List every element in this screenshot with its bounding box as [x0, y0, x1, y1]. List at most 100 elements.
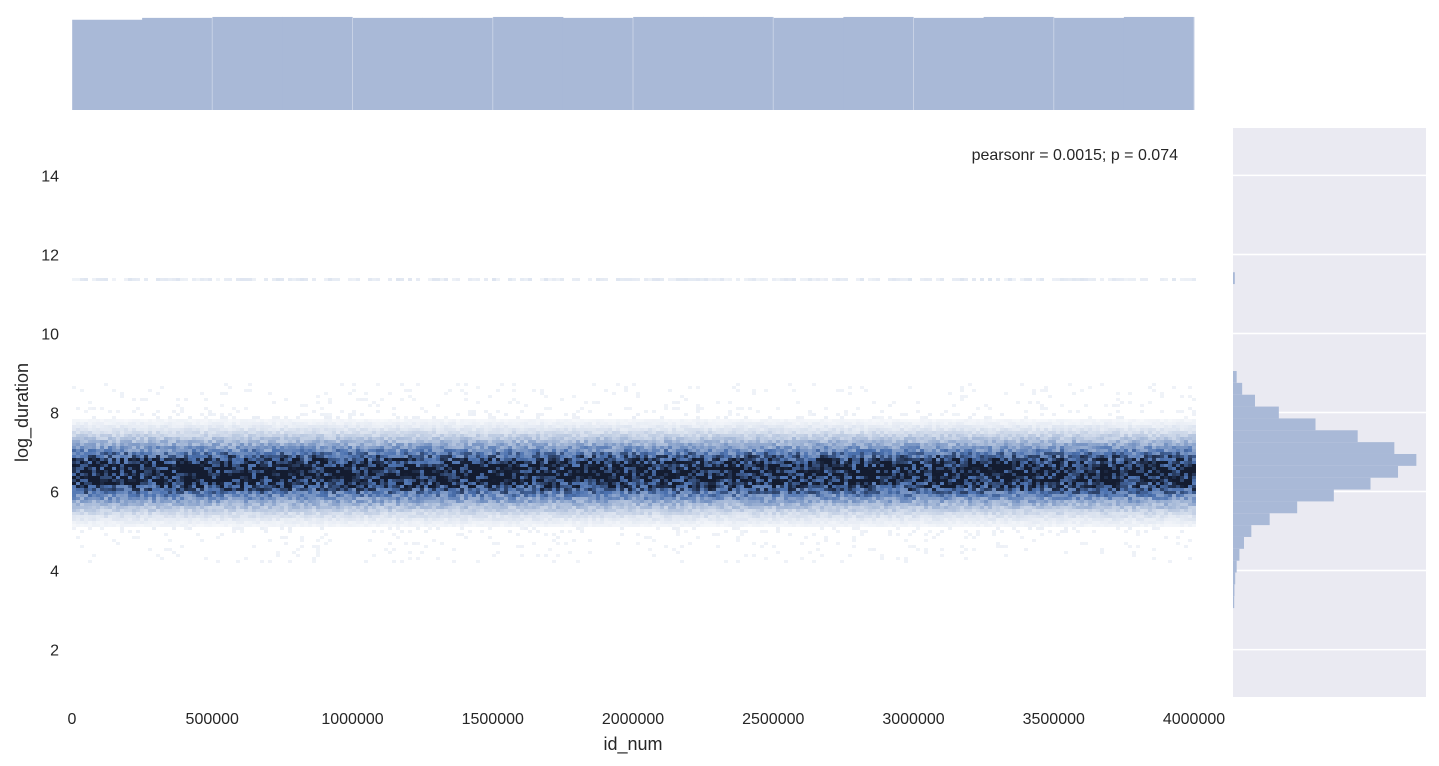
hexbin-cell: [732, 425, 736, 428]
hexbin-cell: [324, 443, 328, 446]
hexbin-cell: [228, 449, 232, 452]
hexbin-cell: [1188, 434, 1192, 437]
hexbin-cell: [620, 455, 624, 458]
hexbin-cell: [444, 449, 448, 452]
hexbin-cell: [248, 431, 252, 434]
hexbin-cell: [740, 446, 744, 449]
hexbin-cell: [188, 449, 192, 452]
hexbin-cell: [400, 431, 404, 434]
hexbin-cell: [960, 278, 964, 281]
hexbin-cell: [172, 422, 176, 425]
hexbin-cell: [776, 419, 780, 422]
hexbin-cell: [104, 449, 108, 452]
hexbin-cell: [232, 455, 236, 458]
hexbin-cell: [192, 425, 196, 428]
hexbin-cell: [1080, 458, 1084, 461]
hexbin-cell: [912, 437, 916, 440]
hexbin-cell: [408, 389, 412, 392]
hexbin-cell: [456, 461, 460, 464]
hexbin-cell: [544, 278, 548, 281]
hexbin-cell: [404, 434, 408, 437]
hexbin-cell: [728, 410, 732, 413]
hexbin-cell: [1104, 449, 1108, 452]
hexbin-cell: [1128, 425, 1132, 428]
hexbin-cell: [728, 431, 732, 434]
top-histogram-bar: [1123, 16, 1195, 110]
hexbin-cell: [488, 428, 492, 431]
hexbin-cell: [1168, 440, 1172, 443]
hexbin-cell: [840, 437, 844, 440]
hexbin-cell: [1084, 452, 1088, 455]
hexbin-cell: [312, 437, 316, 440]
hexbin-cell: [740, 452, 744, 455]
hexbin-cell: [376, 419, 380, 422]
hexbin-cell: [540, 413, 544, 416]
hexbin-cell: [616, 461, 620, 464]
hexbin-cell: [224, 443, 228, 446]
hexbin-cell: [744, 437, 748, 440]
hexbin-cell: [904, 446, 908, 449]
hexbin-cell: [680, 452, 684, 455]
hexbin-cell: [1032, 419, 1036, 422]
hexbin-cell: [656, 278, 660, 281]
hexbin-cell: [212, 452, 216, 455]
hexbin-cell: [112, 464, 116, 467]
hexbin-cell: [668, 461, 672, 464]
hexbin-cell: [96, 449, 100, 452]
hexbin-cell: [912, 455, 916, 458]
hexbin-cell: [428, 437, 432, 440]
hexbin-cell: [1068, 455, 1072, 458]
hexbin-cell: [1048, 461, 1052, 464]
hexbin-cell: [892, 428, 896, 431]
hexbin-cell: [380, 461, 384, 464]
hexbin-cell: [1028, 278, 1032, 281]
hexbin-cell: [400, 437, 404, 440]
hexbin-cell: [1076, 278, 1080, 281]
hexbin-cell: [844, 455, 848, 458]
hexbin-cell: [1124, 452, 1128, 455]
hexbin-cell: [392, 455, 396, 458]
hexbin-cell: [416, 419, 420, 422]
hexbin-cell: [928, 440, 932, 443]
hexbin-cell: [776, 434, 780, 437]
hexbin-cell: [328, 422, 332, 425]
hexbin-cell: [1136, 431, 1140, 434]
hexbin-cell: [552, 440, 556, 443]
hexbin-cell: [944, 410, 948, 413]
hexbin-cell: [480, 419, 484, 422]
hexbin-cell: [100, 431, 104, 434]
hexbin-cell: [984, 404, 988, 407]
hexbin-cell: [612, 452, 616, 455]
hexbin-cell: [1132, 437, 1136, 440]
hexbin-cell: [956, 437, 960, 440]
hexbin-cell: [360, 464, 364, 467]
hexbin-cell: [716, 434, 720, 437]
hexbin-cell: [1184, 443, 1188, 446]
hexbin-cell: [596, 401, 600, 404]
hexbin-cell: [1028, 428, 1032, 431]
hexbin-cell: [800, 422, 804, 425]
hexbin-cell: [940, 437, 944, 440]
hexbin-cell: [328, 278, 332, 281]
hexbin-cell: [748, 407, 752, 410]
hexbin-cell: [96, 464, 100, 467]
hexbin-cell: [1024, 422, 1028, 425]
hexbin-cell: [1184, 416, 1188, 419]
hexbin-cell: [536, 425, 540, 428]
hexbin-cell: [924, 452, 928, 455]
hexbin-cell: [248, 455, 252, 458]
hexbin-cell: [460, 449, 464, 452]
hexbin-cell: [160, 419, 164, 422]
hexbin-cell: [540, 446, 544, 449]
hexbin-cell: [1040, 419, 1044, 422]
hexbin-cell: [1152, 455, 1156, 458]
hexbin-cell: [252, 428, 256, 431]
hexbin-cell: [460, 434, 464, 437]
hexbin-cell: [1100, 425, 1104, 428]
hexbin-cell: [84, 458, 88, 461]
hexbin-cell: [200, 437, 204, 440]
hexbin-cell: [236, 458, 240, 461]
hexbin-cell: [244, 419, 248, 422]
hexbin-cell: [684, 428, 688, 431]
hexbin-cell: [916, 458, 920, 461]
